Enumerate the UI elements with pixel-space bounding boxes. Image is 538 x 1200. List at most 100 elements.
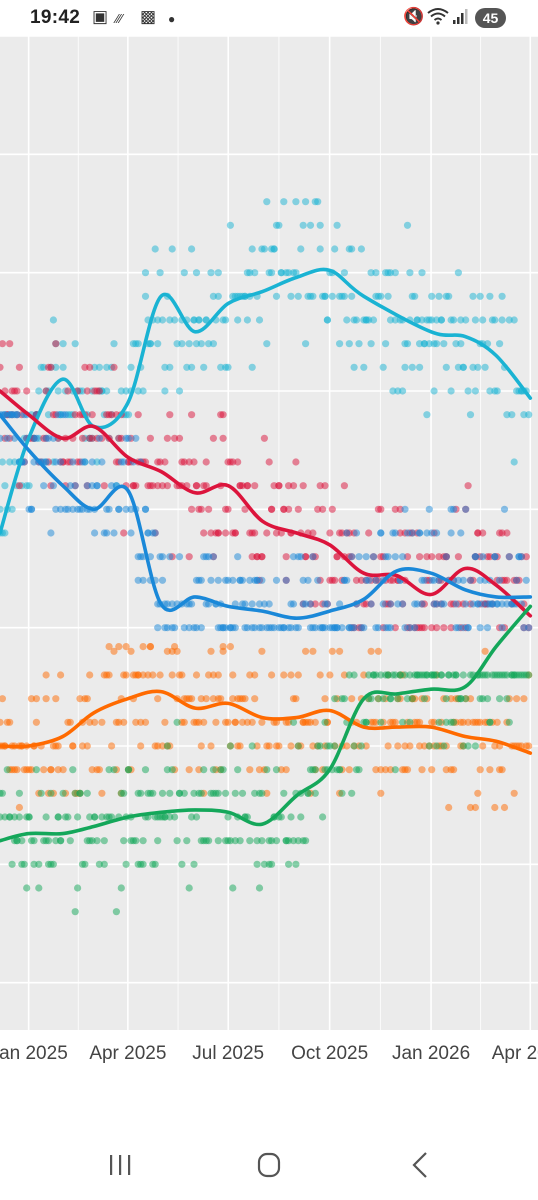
back-button[interactable]: [400, 1148, 440, 1182]
data-point: [42, 458, 50, 466]
data-point: [403, 221, 412, 229]
data-point: [479, 316, 487, 324]
data-point: [520, 695, 528, 703]
data-point: [491, 803, 499, 812]
data-point: [195, 316, 203, 324]
data-point: [352, 529, 361, 537]
data-point: [37, 789, 45, 797]
data-point: [57, 671, 65, 679]
data-point: [466, 411, 475, 419]
data-point: [108, 813, 116, 821]
data-point: [272, 576, 281, 584]
data-point: [105, 671, 113, 679]
data-point: [171, 316, 179, 324]
data-point: [40, 766, 48, 774]
data-point: [430, 387, 438, 395]
data-point: [120, 837, 128, 845]
data-point: [471, 742, 479, 750]
data-point: [362, 553, 370, 561]
data-point: [258, 837, 266, 845]
data-point: [309, 529, 317, 537]
data-point: [95, 434, 103, 442]
chart-panel[interactable]: Jan 2025 Apr 2025 Jul 2025 Oct 2025 Jan 2026…: [0, 36, 538, 1086]
data-point: [1, 529, 9, 537]
data-point: [171, 624, 179, 632]
data-point: [200, 766, 208, 774]
data-point: [180, 718, 188, 726]
data-point: [500, 803, 509, 812]
data-point: [428, 292, 436, 300]
data-point: [209, 766, 217, 774]
data-point: [357, 245, 365, 253]
data-point: [428, 766, 436, 774]
data-point: [30, 837, 38, 845]
data-point: [139, 643, 147, 651]
data-point: [343, 576, 351, 584]
data-point: [464, 387, 472, 395]
data-point: [185, 884, 193, 892]
data-point: [93, 837, 101, 845]
data-point: [493, 387, 501, 395]
data-point: [423, 411, 431, 419]
data-point: [265, 742, 273, 750]
data-point: [476, 292, 484, 300]
data-point: [479, 742, 487, 750]
data-point: [297, 245, 305, 253]
recent-apps-button[interactable]: [100, 1148, 140, 1182]
data-point: [321, 482, 329, 490]
data-point: [513, 695, 521, 703]
data-point: [151, 860, 159, 868]
data-point: [464, 482, 472, 490]
data-point: [192, 671, 201, 679]
x-tick-label: Apr 2026: [492, 1043, 538, 1064]
data-point: [323, 600, 331, 608]
data-point: [510, 458, 518, 466]
data-point: [251, 529, 259, 537]
data-point: [139, 387, 147, 395]
data-point: [224, 363, 232, 371]
data-point: [23, 884, 31, 892]
data-point: [222, 529, 230, 537]
data-point: [355, 766, 363, 774]
data-point: [93, 482, 101, 490]
data-point: [280, 671, 288, 679]
data-point: [1, 482, 9, 490]
data-point: [440, 742, 448, 750]
data-point: [294, 624, 302, 632]
trend-line-series-2: [0, 389, 533, 618]
chart-svg[interactable]: Jan 2025 Apr 2025 Jul 2025 Oct 2025 Jan 2026…: [0, 36, 538, 1086]
data-point: [241, 505, 249, 513]
data-point: [345, 766, 353, 774]
data-point: [246, 837, 254, 845]
data-point: [338, 789, 346, 797]
data-point: [420, 695, 428, 703]
data-point: [525, 742, 533, 750]
data-point: [391, 718, 399, 726]
data-point: [188, 245, 196, 253]
data-point: [525, 411, 533, 419]
data-point: [222, 789, 230, 797]
data-point: [105, 505, 113, 513]
data-point: [219, 434, 227, 442]
data-point: [192, 813, 201, 821]
data-point: [241, 600, 249, 608]
data-point: [348, 553, 356, 561]
data-point: [331, 695, 339, 703]
data-point: [154, 837, 162, 845]
data-point: [197, 789, 205, 797]
data-point: [503, 529, 511, 537]
data-point: [282, 553, 290, 561]
data-point: [263, 198, 271, 206]
data-point: [486, 766, 494, 774]
data-point: [134, 340, 142, 348]
data-point: [200, 363, 208, 371]
data-point: [166, 789, 174, 797]
home-button[interactable]: [249, 1148, 289, 1182]
data-point: [139, 837, 147, 845]
data-point: [226, 221, 234, 229]
data-point: [399, 387, 407, 395]
data-point: [49, 482, 58, 490]
data-point: [207, 269, 215, 277]
data-point: [76, 789, 84, 797]
data-point: [442, 363, 450, 371]
